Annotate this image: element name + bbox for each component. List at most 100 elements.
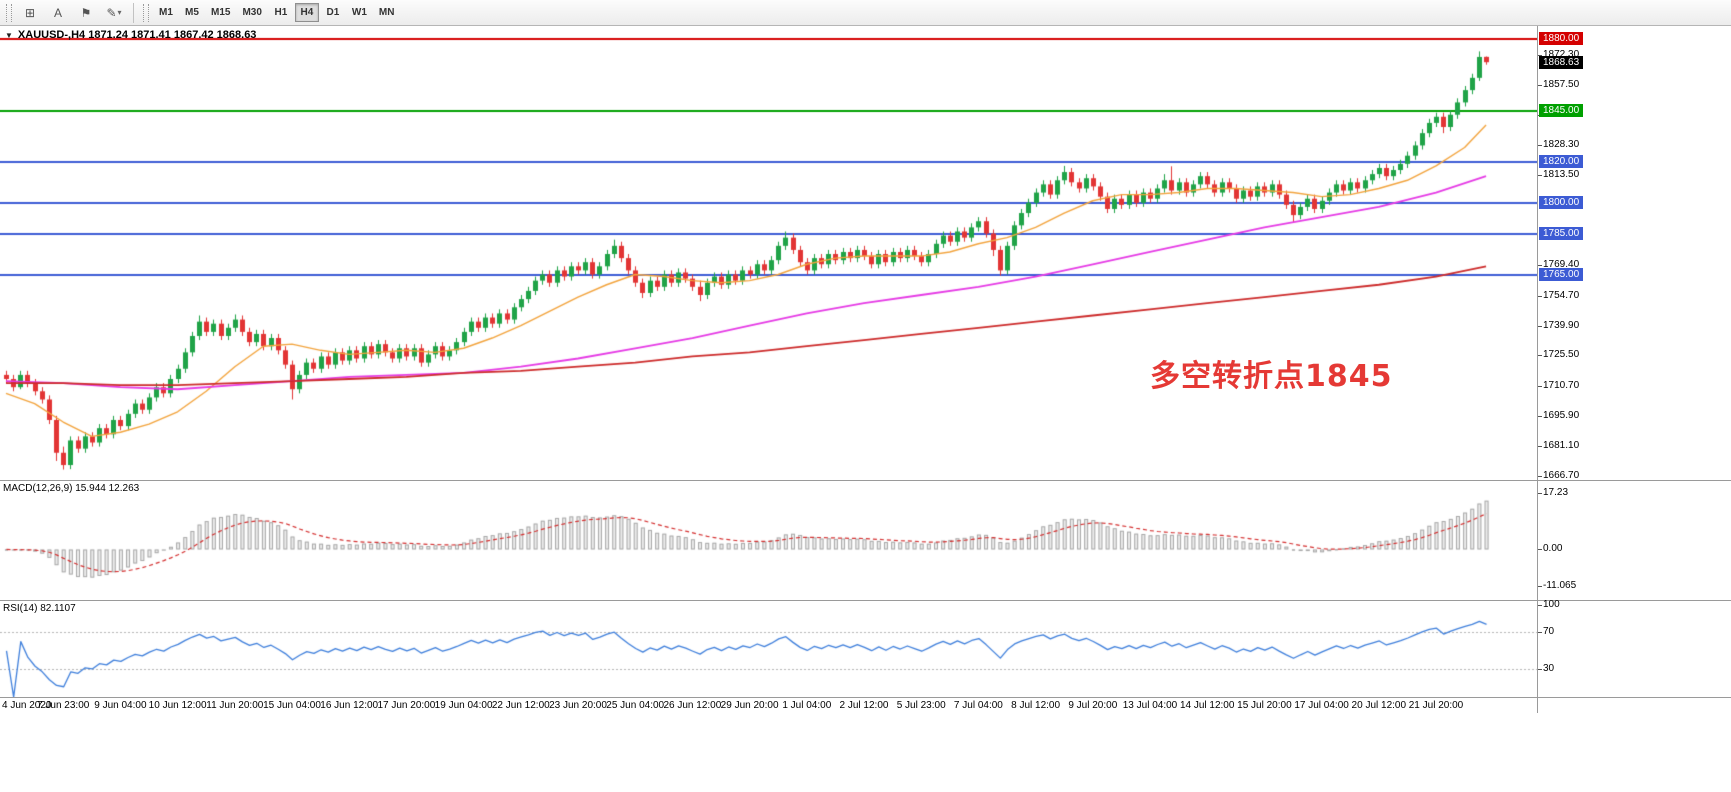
hline-price-badge: 1765.00 bbox=[1539, 268, 1584, 281]
rsi-indicator-label: RSI(14) 82.1107 bbox=[3, 603, 76, 614]
time-axis-label: 14 Jul 12:00 bbox=[1179, 700, 1235, 711]
timeframe-m1-button[interactable]: M1 bbox=[154, 3, 178, 22]
time-axis-label: 26 Jun 12:00 bbox=[663, 700, 722, 711]
hline-price-badge: 1880.00 bbox=[1539, 32, 1584, 46]
hline-price-badge: 1845.00 bbox=[1539, 104, 1584, 118]
time-axis-label: 19 Jun 04:00 bbox=[434, 700, 493, 711]
price-axis-label: 1725.50 bbox=[1543, 349, 1580, 361]
time-axis-label: 29 Jun 20:00 bbox=[720, 700, 779, 711]
hline-price-badge: 1800.00 bbox=[1539, 196, 1584, 210]
time-axis-label: 8 Jul 12:00 bbox=[1011, 700, 1061, 711]
timeframe-w1-button[interactable]: W1 bbox=[347, 3, 372, 22]
pane-separator[interactable] bbox=[0, 480, 1731, 481]
time-axis: 4 Jun 2020 7 Jun 23:00 9 Jun 04:00 10 Jun 1… bbox=[0, 698, 1537, 713]
macd-indicator-label: MACD(12,26,9) 15.944 12.263 bbox=[3, 483, 140, 494]
price-axis-label: 1769.40 bbox=[1543, 259, 1580, 271]
time-axis-label: 21 Jul 20:00 bbox=[1408, 700, 1464, 711]
timeframe-mn-button[interactable]: MN bbox=[374, 3, 400, 22]
toolbar-drag-handle[interactable] bbox=[6, 3, 12, 22]
chart-annotation-text: 多空转折点1845 bbox=[1150, 359, 1393, 394]
flag-icon[interactable]: ⚑ bbox=[80, 5, 92, 20]
hline-price-badge: 1820.00 bbox=[1539, 155, 1584, 169]
time-axis-label: 1 Jul 04:00 bbox=[782, 700, 832, 711]
rsi-axis-label: 30 bbox=[1543, 663, 1555, 675]
time-axis-label: 15 Jun 04:00 bbox=[263, 700, 321, 711]
time-axis-label: 9 Jun 04:00 bbox=[94, 700, 147, 711]
grid-icon[interactable]: ⊞ bbox=[24, 5, 36, 20]
chart-title: ▼ XAUUSD-,H4 1871.24 1871.41 1867.42 186… bbox=[5, 29, 256, 41]
text-tool-icon[interactable]: A bbox=[53, 5, 62, 20]
time-axis-label: 16 Jun 12:00 bbox=[320, 700, 379, 711]
rsi-indicator-canvas[interactable] bbox=[0, 601, 1537, 697]
toolbar: ⊞ A ⚑ ✎ ▾ M1 M5 M15 M30 H1 H4 D1 W1 MN bbox=[0, 0, 1731, 26]
axis-tick bbox=[1538, 493, 1542, 494]
pane-separator[interactable] bbox=[0, 600, 1731, 601]
axis-tick bbox=[1538, 632, 1542, 633]
time-axis-label: 7 Jun 23:00 bbox=[37, 700, 90, 711]
time-axis-label: 17 Jun 20:00 bbox=[377, 700, 436, 711]
timeframe-m5-button[interactable]: M5 bbox=[180, 3, 204, 22]
toolbar-drag-handle[interactable] bbox=[143, 3, 149, 22]
price-chart-canvas[interactable] bbox=[0, 26, 1537, 480]
price-axis-divider bbox=[1537, 26, 1538, 713]
axis-tick bbox=[1538, 296, 1542, 297]
axis-tick bbox=[1538, 549, 1542, 550]
macd-axis-label: -11.065 bbox=[1543, 579, 1577, 591]
axis-tick bbox=[1538, 446, 1542, 447]
rsi-axis-label: 100 bbox=[1543, 598, 1560, 610]
time-axis-label: 25 Jun 04:00 bbox=[606, 700, 665, 711]
pane-separator[interactable] bbox=[0, 697, 1731, 698]
price-axis-label: 1828.30 bbox=[1543, 138, 1580, 150]
price-axis-label: 1710.70 bbox=[1543, 379, 1580, 391]
price-axis-label: 1813.50 bbox=[1543, 169, 1580, 181]
macd-indicator-canvas[interactable] bbox=[0, 481, 1537, 600]
time-axis-label: 10 Jun 12:00 bbox=[148, 700, 207, 711]
hline-price-badge: 1785.00 bbox=[1539, 227, 1584, 241]
time-axis-label: 22 Jun 12:00 bbox=[491, 700, 550, 711]
time-axis-label: 9 Jul 20:00 bbox=[1068, 700, 1118, 711]
current-price-badge: 1868.63 bbox=[1539, 55, 1584, 69]
price-axis-label: 1872.30 bbox=[1543, 48, 1580, 60]
macd-axis-label: 0.00 bbox=[1543, 543, 1563, 555]
chart-area: ▼ XAUUSD-,H4 1871.24 1871.41 1867.42 186… bbox=[0, 26, 1731, 791]
time-axis-label: 13 Jul 04:00 bbox=[1122, 700, 1178, 711]
price-axis-label: 1739.90 bbox=[1543, 319, 1580, 331]
axis-tick bbox=[1538, 55, 1542, 56]
timeframe-h4-button[interactable]: H4 bbox=[294, 3, 319, 22]
price-axis-label: 1681.10 bbox=[1543, 440, 1580, 452]
time-axis-label: 5 Jul 23:00 bbox=[896, 700, 946, 711]
price-axis-label: 1754.70 bbox=[1543, 289, 1580, 301]
chevron-down-icon: ▾ bbox=[117, 8, 122, 17]
axis-tick bbox=[1538, 355, 1542, 356]
axis-tick bbox=[1538, 145, 1542, 146]
time-axis-label: 4 Jun 2020 bbox=[2, 700, 52, 711]
price-axis-label: 1695.90 bbox=[1543, 410, 1580, 422]
timeframe-d1-button[interactable]: D1 bbox=[321, 3, 345, 22]
toolbar-separator bbox=[133, 2, 134, 23]
axis-tick bbox=[1538, 476, 1542, 477]
axis-tick bbox=[1538, 669, 1542, 670]
macd-axis-label: 17.23 bbox=[1543, 487, 1569, 499]
one-click-trading-icon[interactable]: ▼ bbox=[5, 30, 13, 40]
time-axis-label: 20 Jul 12:00 bbox=[1351, 700, 1407, 711]
price-axis: 1872.301857.501843.101828.301813.501769.… bbox=[1538, 26, 1731, 791]
timeframe-h1-button[interactable]: H1 bbox=[269, 3, 293, 22]
axis-tick bbox=[1538, 326, 1542, 327]
time-axis-label: 17 Jul 04:00 bbox=[1294, 700, 1349, 711]
timeframe-m15-button[interactable]: M15 bbox=[206, 3, 235, 22]
time-axis-label: 11 Jun 20:00 bbox=[206, 700, 264, 711]
axis-tick bbox=[1538, 416, 1542, 417]
time-axis-label: 7 Jul 04:00 bbox=[953, 700, 1003, 711]
time-axis-label: 15 Jul 20:00 bbox=[1237, 700, 1292, 711]
draw-tools-button[interactable]: ✎ ▾ bbox=[100, 2, 128, 24]
chart-title-text: XAUUSD-,H4 1871.24 1871.41 1867.42 1868.… bbox=[17, 29, 257, 41]
time-axis-label: 23 Jun 20:00 bbox=[549, 700, 607, 711]
axis-tick bbox=[1538, 265, 1542, 266]
axis-tick bbox=[1538, 85, 1542, 86]
axis-tick bbox=[1538, 386, 1542, 387]
timeframe-m30-button[interactable]: M30 bbox=[237, 3, 266, 22]
time-axis-label: 2 Jul 12:00 bbox=[839, 700, 889, 711]
pencil-icon: ✎ bbox=[106, 5, 117, 20]
price-axis-label: 1857.50 bbox=[1543, 79, 1580, 90]
price-axis-label: 1666.70 bbox=[1543, 469, 1580, 481]
